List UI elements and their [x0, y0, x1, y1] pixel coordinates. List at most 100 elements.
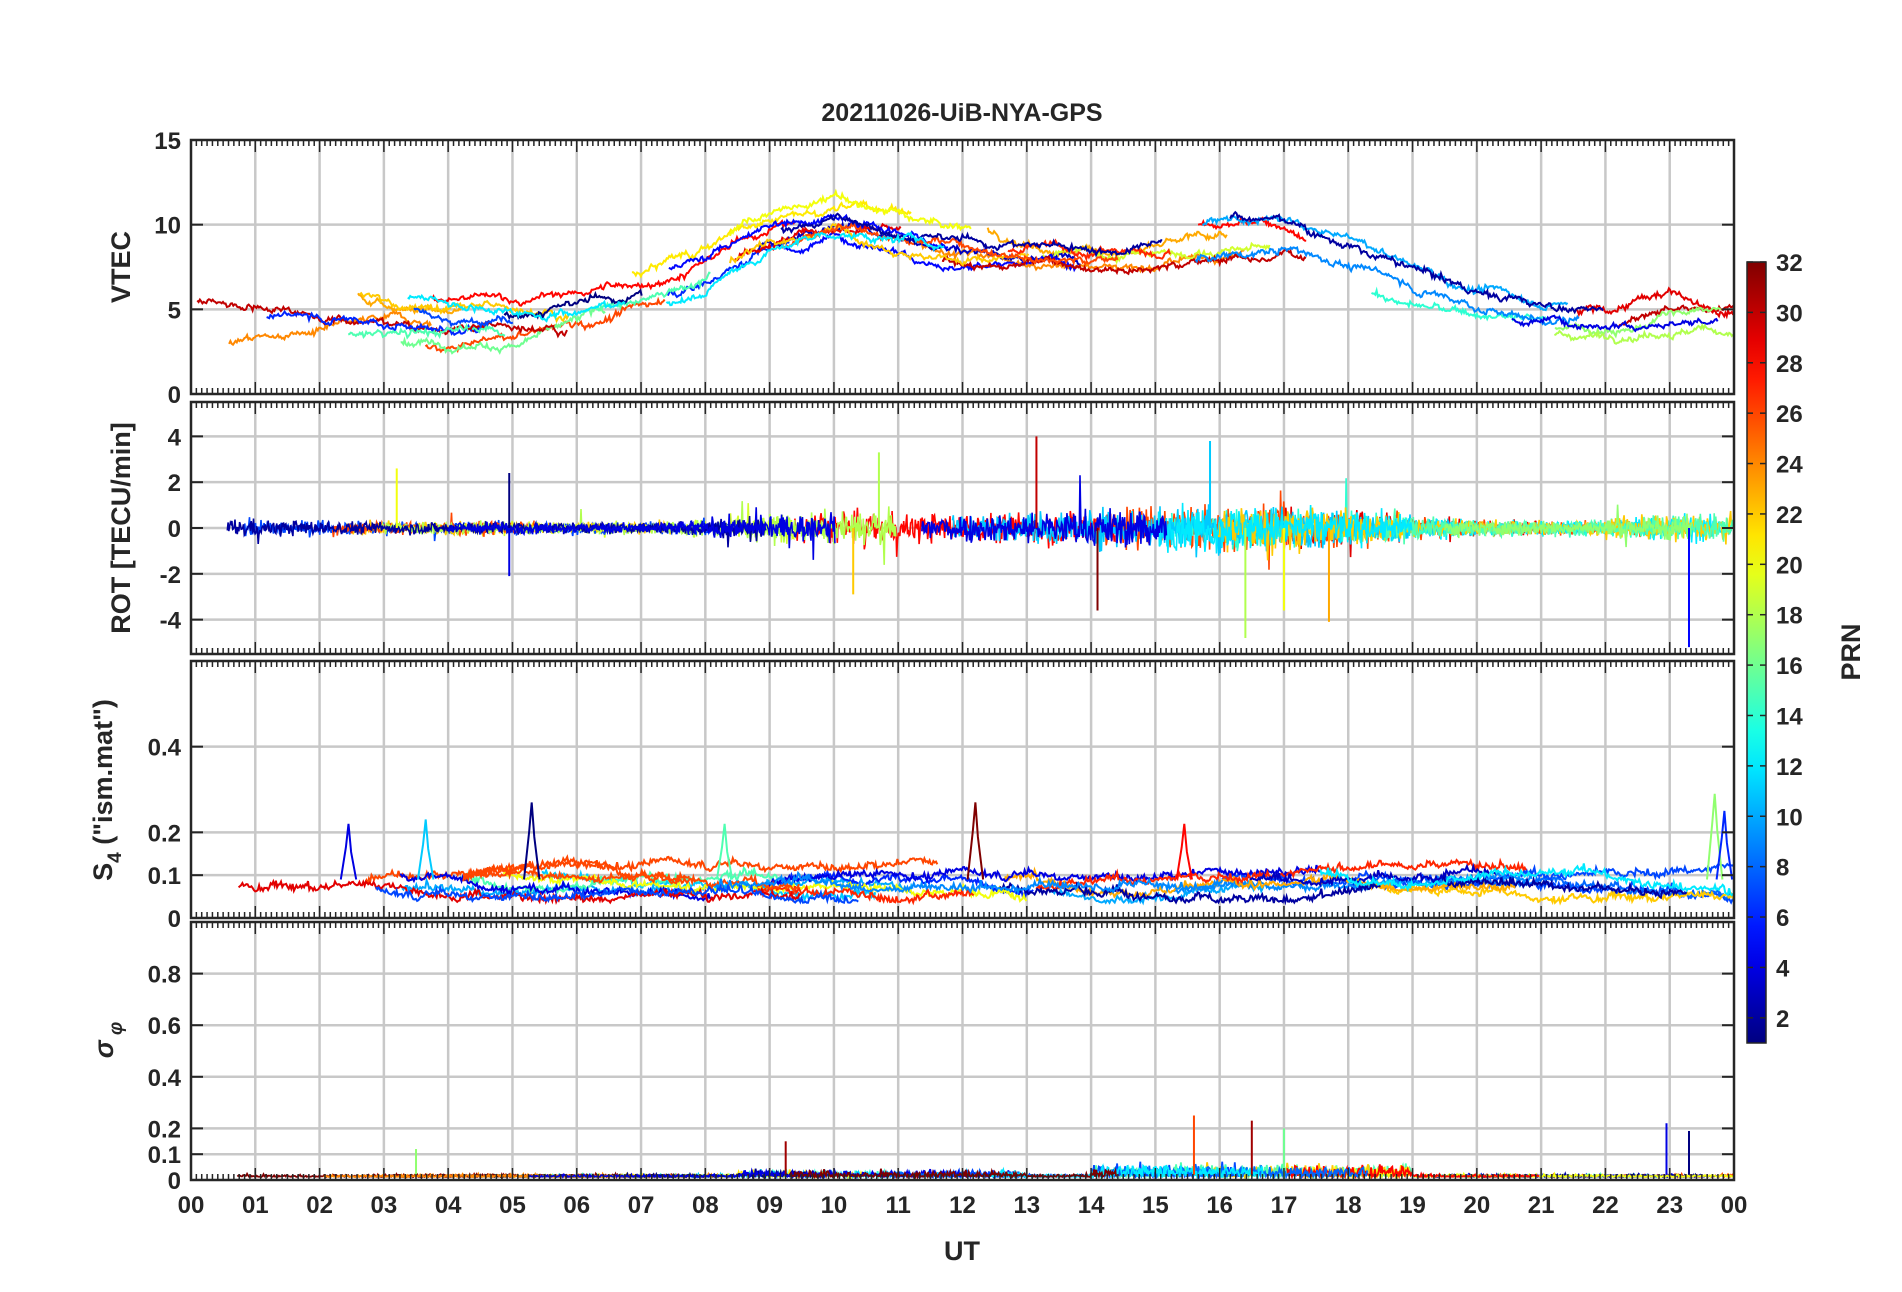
s4-series-line — [375, 883, 859, 905]
s4-series-line — [999, 879, 1381, 906]
colorbar-tick-label: 32 — [1776, 250, 1803, 277]
colorbar-tick-label: 4 — [1776, 955, 1790, 982]
colorbar-tick-label: 2 — [1776, 1006, 1789, 1033]
panel-vtec: 0 5 10 15 VTEC — [106, 128, 1736, 409]
rot-lines — [226, 436, 1734, 648]
vtec-series-line — [1554, 322, 1734, 345]
vtec-series-line — [729, 222, 1030, 268]
vtec-series-line — [400, 305, 606, 355]
colorbar-tick-label: 6 — [1776, 905, 1789, 932]
ytick-label: 0.2 — [148, 1116, 181, 1143]
xtick-label: 19 — [1399, 1192, 1426, 1219]
vtec-series-line — [1197, 216, 1307, 242]
sigma-ticks: 00.10.2 0.4 0.6 0.8 — [148, 922, 1735, 1195]
xtick-label: 23 — [1656, 1192, 1683, 1219]
colorbar-tick-label: 28 — [1776, 351, 1803, 378]
sigma-grid — [191, 922, 1734, 1180]
ytick-label: 10 — [154, 213, 181, 240]
xtick-label: 00 — [178, 1192, 205, 1219]
xtick-label: 08 — [692, 1192, 719, 1219]
s4-series-line — [237, 878, 802, 906]
s4-series-line — [1004, 866, 1517, 900]
vtec-series-line — [665, 231, 945, 307]
vtec-series-line — [1194, 245, 1580, 327]
vtec-series-line — [413, 307, 514, 329]
svg-text:σ φ: σ φ — [89, 1022, 127, 1059]
panel-rot: -4 -2 0 2 4 ROT [TECU/min] — [106, 400, 1736, 656]
s4-series-line — [399, 871, 714, 903]
vtec-series-line — [781, 222, 1119, 266]
ytick-label: 0.6 — [148, 1013, 181, 1040]
ytick-label: 0.8 — [148, 962, 181, 989]
s4-peak — [1706, 793, 1724, 880]
ytick-label: 0.1 — [148, 863, 181, 890]
vtec-series-line — [1229, 210, 1604, 315]
xtick-label: 01 — [242, 1192, 269, 1219]
vtec-ticks: 0 5 10 15 — [154, 128, 1735, 409]
rot-series-line — [447, 507, 836, 560]
vtec-ylabel: VTEC — [106, 231, 136, 303]
ytick-label: 0.1 — [148, 1142, 181, 1169]
xtick-label: 22 — [1592, 1192, 1619, 1219]
ytick-label: 2 — [168, 470, 181, 497]
s4-series-line — [715, 870, 1224, 895]
ytick-label: 0 — [168, 906, 181, 933]
xtick-label: 05 — [499, 1192, 526, 1219]
s4-peak — [1175, 823, 1193, 880]
xtick-label: 10 — [821, 1192, 848, 1219]
vtec-series-line — [407, 293, 626, 323]
s4-series-line — [1442, 873, 1688, 900]
xtick-label: 02 — [306, 1192, 333, 1219]
rot-series-line — [921, 475, 1168, 548]
xtick-label: 11 — [886, 1192, 911, 1219]
xtick-label: 00 — [1721, 1192, 1748, 1219]
colorbar-tick-label: 20 — [1776, 552, 1803, 579]
panel-s4: 0 0.1 0.2 0.4 S4 ("ism.mat") — [88, 659, 1736, 933]
colorbar-label: PRN — [1836, 623, 1866, 680]
ytick-label: 0 — [168, 382, 181, 409]
s4-peak — [1715, 810, 1734, 880]
xtick-label: 14 — [1078, 1192, 1105, 1219]
s4-series-line — [462, 854, 691, 886]
sigma-ylabel: σ φ — [89, 1022, 127, 1059]
vtec-series-line — [728, 188, 972, 237]
ytick-label: 0 — [168, 1168, 181, 1195]
xtick-label: 18 — [1335, 1192, 1362, 1219]
ytick-label: 4 — [168, 424, 182, 451]
colorbar-gradient — [1746, 261, 1767, 1044]
vtec-series-line — [1554, 306, 1722, 339]
ytick-label: 0.2 — [148, 820, 181, 847]
ytick-label: 0.4 — [148, 1065, 182, 1092]
rot-ylabel: ROT [TECU/min] — [106, 422, 136, 633]
xtick-label: 04 — [435, 1192, 462, 1219]
vtec-series-line — [1040, 241, 1271, 265]
x-tick-labels: 00 01 02 03 04 05 06 07 08 09 10 11 12 13 14 15 16 17 18 19… — [178, 1192, 1748, 1219]
rot-series-line — [226, 515, 767, 548]
rot-series-line — [1444, 504, 1693, 548]
s4-ylabel: S4 ("ism.mat") — [88, 699, 126, 881]
colorbar-tick-label: 30 — [1776, 300, 1803, 327]
vtec-series-line — [1201, 214, 1569, 312]
s4-series-line — [757, 883, 975, 906]
vtec-series-line — [347, 322, 506, 340]
xtick-label: 21 — [1528, 1192, 1555, 1219]
vtec-series-line — [503, 288, 643, 321]
s4-peak — [715, 823, 734, 880]
vtec-lines — [196, 188, 1734, 355]
xtick-label: 03 — [371, 1192, 398, 1219]
sigma-lines — [236, 1115, 1734, 1180]
colorbar-tick-label: 8 — [1776, 855, 1789, 882]
s4-series-line — [1319, 863, 1734, 897]
s4-series-line — [363, 854, 939, 886]
rot-ticks: -4 -2 0 2 4 — [160, 402, 1735, 654]
xtick-label: 15 — [1142, 1192, 1169, 1219]
ytick-label: 15 — [154, 128, 181, 155]
xtick-label: 06 — [563, 1192, 590, 1219]
vtec-series-line — [631, 199, 912, 279]
colorbar-tick-label: 14 — [1776, 703, 1803, 730]
s4-peak — [523, 802, 541, 880]
ytick-label: 5 — [168, 297, 181, 324]
x-axis-label: UT — [944, 1236, 980, 1266]
